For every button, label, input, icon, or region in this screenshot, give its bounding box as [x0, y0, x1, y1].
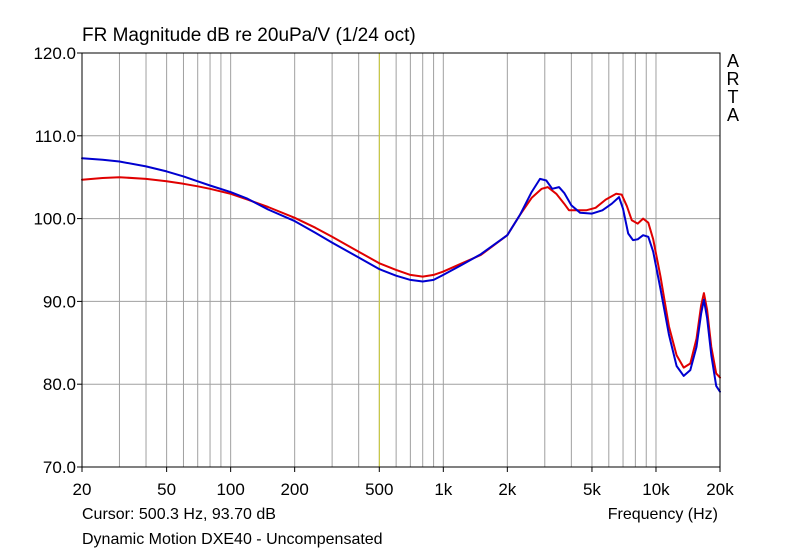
x-tick-label: 20 [73, 480, 92, 499]
x-axis-ticks: 20 50 100 200 500 1k 2k 5k 10k 20k [73, 467, 734, 499]
chart-title: FR Magnitude dB re 20uPa/V (1/24 oct) [82, 25, 416, 46]
x-tick-label: 200 [280, 480, 308, 499]
x-axis-label: Frequency (Hz) [607, 506, 718, 523]
x-tick-label: 2k [498, 480, 516, 499]
series-layer [81, 157, 721, 393]
x-tick-label: 50 [157, 480, 176, 499]
x-tick-label: 10k [642, 480, 670, 499]
y-axis-ticks: 70.0 80.0 90.0 100.0 110.0 120.0 [33, 44, 82, 477]
arta-brand-label: A R T A [726, 51, 740, 125]
series-line-blue [81, 157, 721, 393]
y-tick-label: 70.0 [43, 458, 76, 477]
cursor-readout: Cursor: 500.3 Hz, 93.70 dB [82, 506, 276, 523]
y-tick-label: 120.0 [33, 44, 76, 63]
x-tick-label: 20k [706, 480, 734, 499]
y-tick-label: 90.0 [43, 292, 76, 311]
y-tick-label: 80.0 [43, 375, 76, 394]
x-tick-label: 500 [365, 480, 393, 499]
y-tick-label: 110.0 [35, 127, 76, 146]
plot-frame [81, 52, 721, 468]
y-tick-label: 100.0 [33, 210, 76, 229]
x-tick-label: 1k [434, 480, 452, 499]
x-tick-label: 100 [216, 480, 244, 499]
grid-lines [82, 53, 720, 467]
x-tick-label: 5k [583, 480, 601, 499]
measurement-description: Dynamic Motion DXE40 - Uncompensated [82, 531, 383, 548]
